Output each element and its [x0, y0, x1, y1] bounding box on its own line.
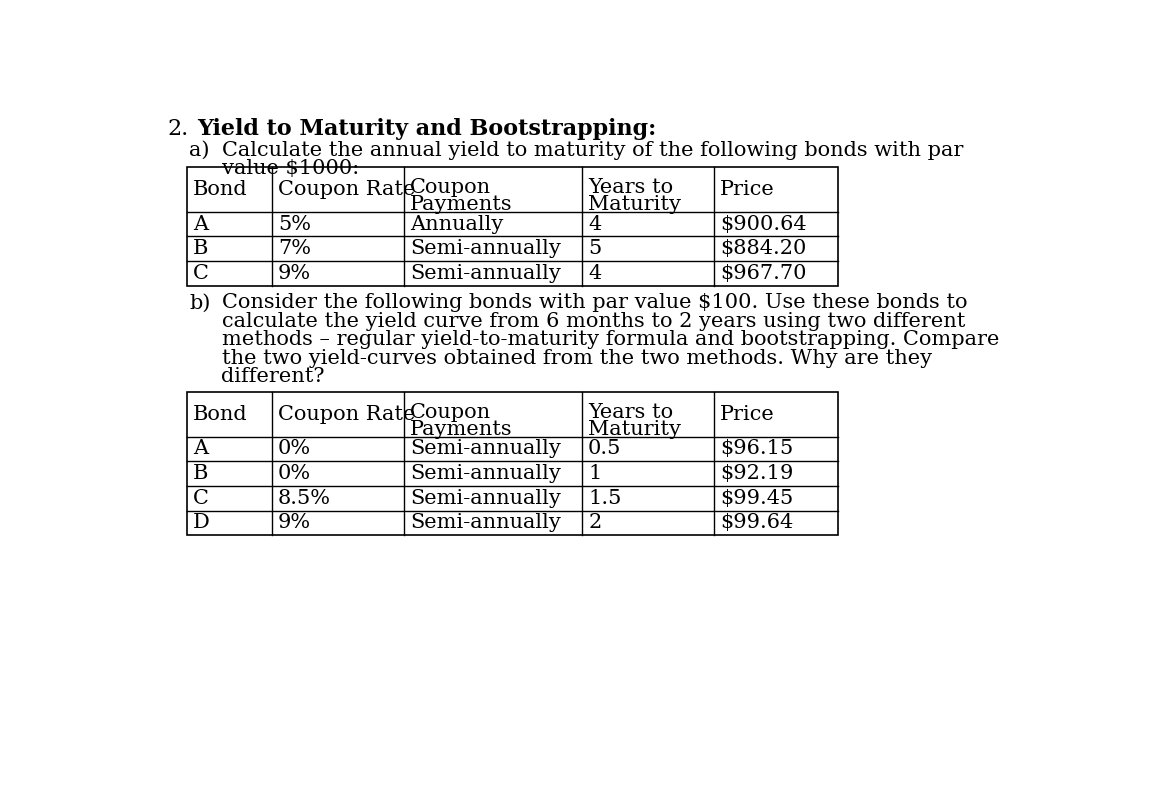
Text: B: B	[192, 465, 209, 483]
Bar	[187, 392, 838, 536]
Text: 2: 2	[588, 514, 601, 532]
Text: Yield to Maturity and Bootstrapping:: Yield to Maturity and Bootstrapping:	[197, 118, 655, 140]
Text: Semi-annually: Semi-annually	[410, 264, 561, 283]
Text: Price: Price	[720, 404, 774, 424]
Text: A: A	[192, 439, 209, 458]
Text: $967.70: $967.70	[720, 264, 806, 283]
Text: 2.: 2.	[167, 118, 189, 140]
Text: $884.20: $884.20	[720, 239, 806, 258]
Text: the two yield-curves obtained from the two methods. Why are they: the two yield-curves obtained from the t…	[221, 349, 932, 368]
Text: A: A	[192, 215, 209, 234]
Text: Bond: Bond	[192, 180, 248, 199]
Text: 0%: 0%	[278, 439, 311, 458]
Text: Coupon Rate: Coupon Rate	[278, 180, 416, 199]
Text: $99.45: $99.45	[720, 489, 793, 508]
Text: 4: 4	[588, 215, 601, 234]
Text: different?: different?	[221, 367, 325, 386]
Text: D: D	[192, 514, 210, 532]
Text: Years to: Years to	[588, 403, 673, 422]
Text: Coupon Rate: Coupon Rate	[278, 404, 416, 424]
Text: methods – regular yield-to-maturity formula and bootstrapping. Compare: methods – regular yield-to-maturity form…	[221, 330, 999, 349]
Text: Semi-annually: Semi-annually	[410, 465, 561, 483]
Text: Semi-annually: Semi-annually	[410, 439, 561, 458]
Text: 7%: 7%	[278, 239, 311, 258]
Text: 4: 4	[588, 264, 601, 283]
Text: 0%: 0%	[278, 465, 311, 483]
Text: Semi-annually: Semi-annually	[410, 489, 561, 508]
Text: 5: 5	[588, 239, 601, 258]
Text: Payments: Payments	[410, 419, 513, 438]
Text: $900.64: $900.64	[720, 215, 806, 234]
Text: Consider the following bonds with par value $100. Use these bonds to: Consider the following bonds with par va…	[221, 293, 967, 313]
Text: Price: Price	[720, 180, 774, 199]
Text: 0.5: 0.5	[588, 439, 621, 458]
Text: Maturity: Maturity	[588, 419, 681, 438]
Text: Semi-annually: Semi-annually	[410, 239, 561, 258]
Text: Bond: Bond	[192, 404, 248, 424]
Text: a): a)	[189, 141, 210, 160]
Text: $99.64: $99.64	[720, 514, 793, 532]
Text: C: C	[192, 489, 209, 508]
Text: Years to: Years to	[588, 178, 673, 197]
Text: calculate the yield curve from 6 months to 2 years using two different: calculate the yield curve from 6 months …	[221, 312, 965, 331]
Text: C: C	[192, 264, 209, 283]
Text: 9%: 9%	[278, 514, 311, 532]
Text: Semi-annually: Semi-annually	[410, 514, 561, 532]
Bar	[187, 167, 838, 286]
Text: Coupon: Coupon	[410, 403, 491, 422]
Text: Annually: Annually	[410, 215, 503, 234]
Text: Payments: Payments	[410, 195, 513, 214]
Text: 8.5%: 8.5%	[278, 489, 331, 508]
Text: 5%: 5%	[278, 215, 311, 234]
Text: b): b)	[189, 293, 211, 313]
Text: Maturity: Maturity	[588, 195, 681, 214]
Text: value $1000:: value $1000:	[221, 160, 358, 179]
Text: Coupon: Coupon	[410, 178, 491, 197]
Text: 1: 1	[588, 465, 601, 483]
Text: Calculate the annual yield to maturity of the following bonds with par: Calculate the annual yield to maturity o…	[221, 141, 963, 160]
Text: 1.5: 1.5	[588, 489, 621, 508]
Text: B: B	[192, 239, 209, 258]
Text: $96.15: $96.15	[720, 439, 793, 458]
Text: $92.19: $92.19	[720, 465, 794, 483]
Text: 9%: 9%	[278, 264, 311, 283]
